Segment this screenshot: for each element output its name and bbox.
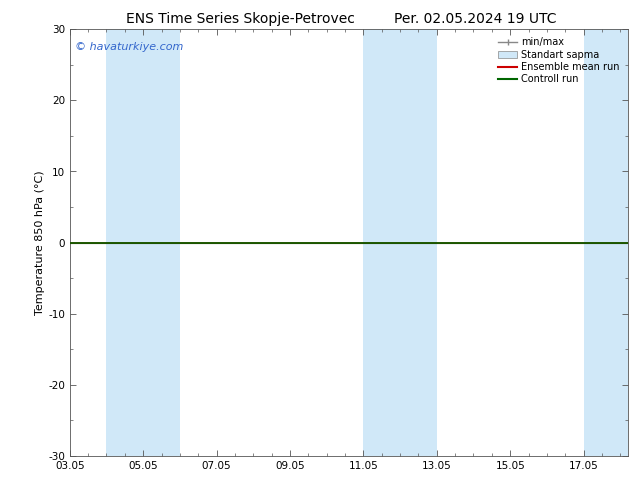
Y-axis label: Temperature 850 hPa (°C): Temperature 850 hPa (°C) <box>36 170 45 315</box>
Text: © havaturkiye.com: © havaturkiye.com <box>75 42 184 52</box>
Bar <box>107 29 180 456</box>
Legend: min/max, Standart sapma, Ensemble mean run, Controll run: min/max, Standart sapma, Ensemble mean r… <box>495 34 623 87</box>
Bar <box>584 29 628 456</box>
Text: Per. 02.05.2024 19 UTC: Per. 02.05.2024 19 UTC <box>394 12 557 26</box>
Text: ENS Time Series Skopje-Petrovec: ENS Time Series Skopje-Petrovec <box>126 12 356 26</box>
Bar <box>363 29 437 456</box>
